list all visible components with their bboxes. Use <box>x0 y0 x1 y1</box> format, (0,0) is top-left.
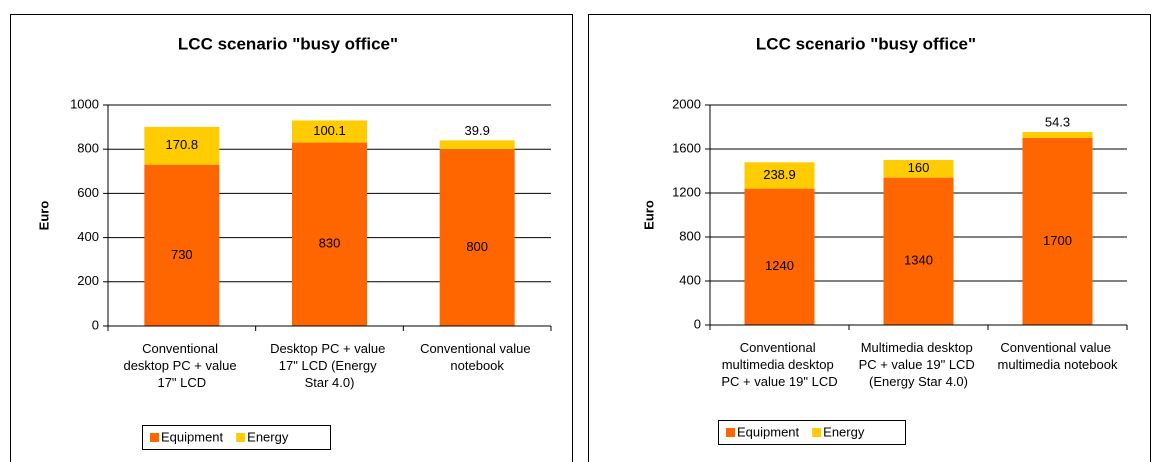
data-label: 1700 <box>1043 233 1072 248</box>
data-label: 39.9 <box>465 123 490 138</box>
x-tick-label: Conventional value notebook <box>420 341 534 373</box>
data-label: 238.9 <box>763 167 796 182</box>
y-tick-label: 2000 <box>672 96 701 111</box>
y-tick-label: 600 <box>77 185 99 200</box>
y-tick-label: 1000 <box>70 96 99 111</box>
legend-label: Energy <box>823 424 865 439</box>
x-tick-label: Conventional desktop PC + value 17" LCD <box>123 341 240 390</box>
y-tick-label: 1200 <box>672 184 701 199</box>
y-tick-label: 0 <box>92 317 99 332</box>
bar-segment <box>1022 132 1093 138</box>
y-tick-label: 400 <box>77 229 99 244</box>
y-tick-label: 800 <box>679 228 701 243</box>
data-label: 800 <box>466 239 488 254</box>
bar-segment <box>1022 138 1093 325</box>
legend-swatch <box>150 433 159 442</box>
bar-segment <box>439 140 515 150</box>
legend-box <box>718 420 906 445</box>
data-label: 730 <box>171 247 193 262</box>
y-axis-label: Euro <box>641 200 656 230</box>
bar-segment <box>883 160 954 178</box>
y-tick-label: 400 <box>679 272 701 287</box>
legend-swatch <box>726 428 735 437</box>
data-label: 160 <box>908 160 930 175</box>
chart-title: LCC scenario "busy office" <box>178 34 398 53</box>
legend-label: Equipment <box>161 429 224 444</box>
data-label: 170.8 <box>166 137 199 152</box>
data-label: 1340 <box>904 253 933 268</box>
bar-segment <box>144 164 220 326</box>
x-tick-label: Conventional value multimedia notebook <box>998 340 1118 372</box>
bar-segment <box>744 188 815 325</box>
bar-segment <box>744 162 815 189</box>
x-tick-label: Multimedia desktop PC + value 19" LCD (E… <box>859 340 979 389</box>
x-tick-label: Desktop PC + value 17" LCD (Energy Star … <box>270 341 389 390</box>
y-tick-label: 200 <box>77 273 99 288</box>
bar-segment <box>292 120 367 143</box>
x-tick-label: Conventional multimedia desktop PC + val… <box>721 340 837 389</box>
bar-segment <box>292 142 367 326</box>
legend-swatch <box>236 433 246 442</box>
data-label: 100.1 <box>313 123 346 138</box>
chart-title: LCC scenario "busy office" <box>756 34 976 53</box>
data-label: 54.3 <box>1045 114 1070 129</box>
bar-segment <box>144 126 220 165</box>
bar-segment <box>883 177 954 325</box>
legend-label: Energy <box>247 429 289 444</box>
y-axis-label: Euro <box>36 201 51 231</box>
y-tick-label: 0 <box>694 316 701 331</box>
data-label: 830 <box>319 236 341 251</box>
legend-label: Equipment <box>737 424 800 439</box>
y-tick-label: 1600 <box>672 140 701 155</box>
legend-swatch <box>812 428 822 437</box>
bar-segment <box>439 149 515 326</box>
data-label: 1240 <box>765 258 794 273</box>
y-tick-label: 800 <box>77 141 99 156</box>
